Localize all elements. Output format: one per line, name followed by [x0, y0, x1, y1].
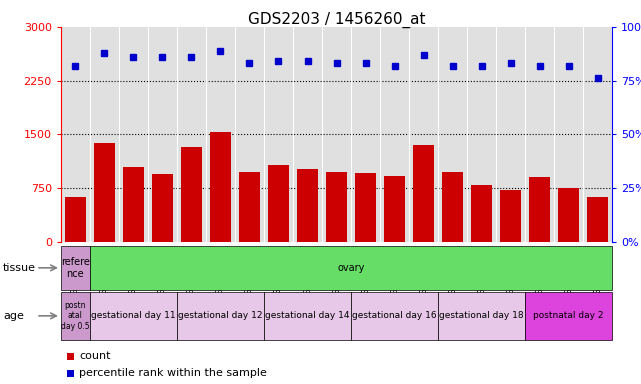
Bar: [438, 292, 525, 340]
Text: refere
nce: refere nce: [61, 257, 90, 279]
Bar: [501, 190, 520, 242]
Text: ovary: ovary: [337, 263, 365, 273]
Bar: [153, 174, 172, 242]
Bar: [558, 188, 579, 242]
Text: tissue: tissue: [3, 263, 36, 273]
Bar: [269, 164, 288, 242]
Bar: [442, 172, 463, 242]
Bar: [67, 353, 74, 360]
Bar: [351, 292, 438, 340]
Text: gestational day 12: gestational day 12: [178, 311, 263, 320]
Bar: [529, 177, 550, 242]
Bar: [385, 176, 404, 242]
Text: percentile rank within the sample: percentile rank within the sample: [79, 368, 267, 378]
Bar: [471, 185, 492, 242]
Bar: [297, 169, 318, 242]
Bar: [181, 147, 202, 242]
Bar: [61, 292, 90, 340]
Bar: [264, 292, 351, 340]
Bar: [123, 167, 144, 242]
Bar: [413, 145, 434, 242]
Bar: [525, 292, 612, 340]
Bar: [355, 173, 376, 242]
Bar: [67, 370, 74, 377]
Text: age: age: [3, 311, 24, 321]
Text: count: count: [79, 351, 111, 361]
Bar: [326, 172, 347, 242]
Text: postnatal day 2: postnatal day 2: [533, 311, 604, 320]
Bar: [177, 292, 264, 340]
Text: postn
atal
day 0.5: postn atal day 0.5: [61, 301, 90, 331]
Text: gestational day 11: gestational day 11: [91, 311, 176, 320]
Text: gestational day 18: gestational day 18: [439, 311, 524, 320]
Bar: [90, 292, 177, 340]
Bar: [239, 172, 260, 242]
Text: GDS2203 / 1456260_at: GDS2203 / 1456260_at: [248, 12, 425, 28]
Bar: [588, 197, 608, 242]
Bar: [61, 246, 90, 290]
Bar: [210, 132, 231, 242]
Bar: [65, 197, 85, 242]
Text: gestational day 14: gestational day 14: [265, 311, 350, 320]
Bar: [94, 143, 115, 242]
Text: gestational day 16: gestational day 16: [353, 311, 437, 320]
